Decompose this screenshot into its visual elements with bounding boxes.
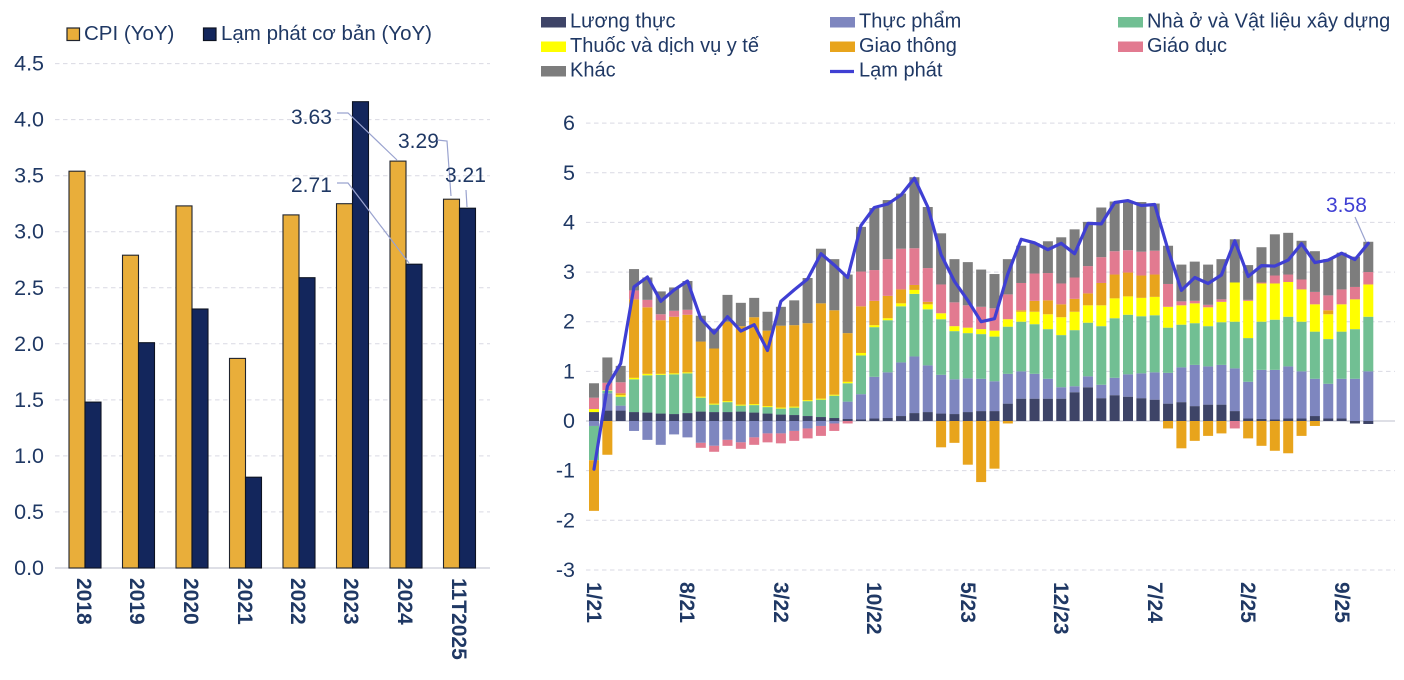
svg-text:2024: 2024 <box>393 578 416 625</box>
svg-text:6: 6 <box>563 111 575 135</box>
svg-text:9/25: 9/25 <box>1330 582 1353 623</box>
svg-text:2022: 2022 <box>286 578 309 625</box>
svg-text:Thuốc và dịch vụ y tế: Thuốc và dịch vụ y tế <box>570 35 759 57</box>
svg-text:2.71: 2.71 <box>291 174 332 197</box>
svg-text:4.0: 4.0 <box>14 108 44 132</box>
svg-text:5/23: 5/23 <box>956 582 979 623</box>
svg-text:2023: 2023 <box>339 578 362 625</box>
svg-text:2/25: 2/25 <box>1236 582 1259 623</box>
svg-text:4.5: 4.5 <box>14 52 44 76</box>
svg-text:-2: -2 <box>556 508 575 532</box>
svg-text:1: 1 <box>563 359 575 383</box>
svg-text:2.0: 2.0 <box>14 332 44 356</box>
svg-text:Giáo dục: Giáo dục <box>1147 35 1227 57</box>
svg-text:Khác: Khác <box>570 60 616 82</box>
svg-text:2: 2 <box>563 310 575 334</box>
svg-text:8/21: 8/21 <box>675 582 698 623</box>
svg-text:1.5: 1.5 <box>14 388 44 412</box>
svg-text:2019: 2019 <box>125 578 148 625</box>
svg-text:Lạm phát: Lạm phát <box>859 60 943 82</box>
svg-text:3.0: 3.0 <box>14 220 44 244</box>
svg-text:2018: 2018 <box>72 578 95 625</box>
svg-text:3.5: 3.5 <box>14 164 44 188</box>
svg-text:Lương thực: Lương thực <box>570 11 676 33</box>
svg-text:Nhà ở và Vật liệu xây dựng: Nhà ở và Vật liệu xây dựng <box>1147 11 1390 33</box>
svg-text:Thực phẩm: Thực phẩm <box>859 11 961 33</box>
svg-text:7/24: 7/24 <box>1143 582 1166 623</box>
svg-text:2020: 2020 <box>179 578 202 625</box>
svg-text:0.0: 0.0 <box>14 556 44 580</box>
svg-text:-3: -3 <box>556 558 575 582</box>
svg-text:4: 4 <box>563 210 575 234</box>
svg-text:3: 3 <box>563 260 575 284</box>
svg-text:3.21: 3.21 <box>445 164 486 187</box>
svg-text:10/22: 10/22 <box>862 582 885 635</box>
svg-text:11T2025: 11T2025 <box>447 578 470 660</box>
svg-text:3/22: 3/22 <box>769 582 792 623</box>
svg-text:0.5: 0.5 <box>14 500 44 524</box>
svg-text:5: 5 <box>563 161 575 185</box>
svg-text:Giao thông: Giao thông <box>859 35 957 57</box>
svg-text:3.63: 3.63 <box>291 106 332 129</box>
svg-text:1/21: 1/21 <box>582 582 605 623</box>
svg-text:CPI (YoY): CPI (YoY) <box>84 22 174 45</box>
svg-text:2.5: 2.5 <box>14 276 44 300</box>
svg-text:1.0: 1.0 <box>14 444 44 468</box>
svg-text:3.58: 3.58 <box>1326 194 1367 217</box>
svg-text:3.29: 3.29 <box>398 130 439 153</box>
svg-text:12/23: 12/23 <box>1049 582 1072 635</box>
svg-text:0: 0 <box>563 409 575 433</box>
svg-text:-1: -1 <box>556 459 575 483</box>
svg-text:Lạm phát cơ bản (YoY): Lạm phát cơ bản (YoY) <box>221 22 432 45</box>
svg-text:2021: 2021 <box>233 578 256 625</box>
